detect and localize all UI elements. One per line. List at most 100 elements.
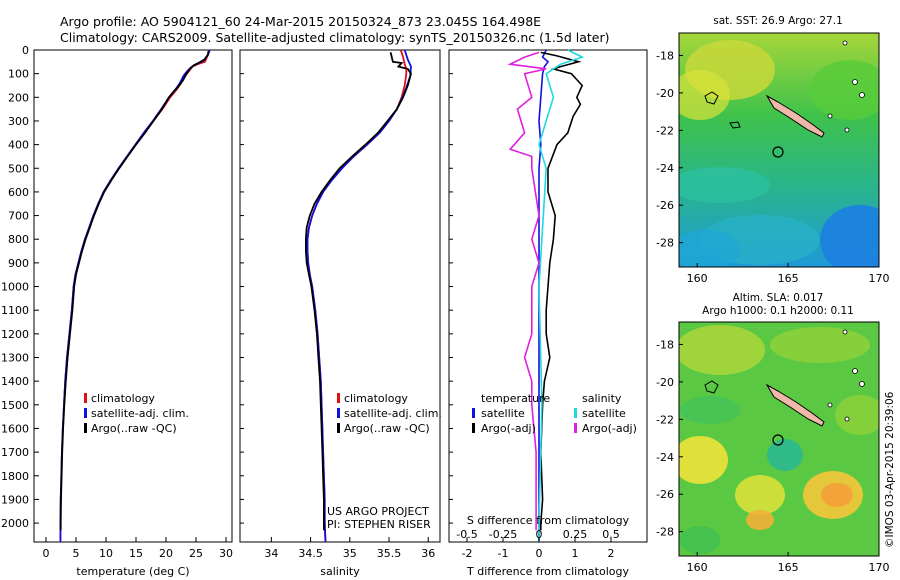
sst-map-reef-2: [729, 121, 741, 129]
sst-map-frame: [678, 32, 880, 268]
temperature-legend-climatology-swatch: [84, 393, 87, 403]
x-tick-label: 34.5: [298, 547, 323, 560]
map-lat-tick-label: -26: [656, 488, 674, 501]
difference-xlabel-top: S difference from climatology: [467, 514, 630, 527]
x-tick-label: 25: [189, 547, 203, 560]
sla-map-field: [679, 322, 879, 556]
diff-legend-temperature-heading: temperature: [481, 392, 550, 405]
series-line-argo-raw-qc-: [59, 51, 210, 531]
depth-tick-label: 700: [8, 210, 29, 223]
salinity-axes-frame: [239, 49, 441, 543]
temperature-legend-satellite: satellite-adj. clim.: [91, 407, 189, 420]
imos-credit: ©IMOS 03-Apr-2015 20:39:06: [884, 391, 896, 548]
sst-map-title: sat. SST: 26.9 Argo: 27.1: [713, 15, 843, 27]
project-annotation: US ARGO PROJECT: [327, 505, 429, 518]
sst-map: sat. SST: 26.9 Argo: 27.1: [656, 15, 890, 285]
x-tick-label: -1: [498, 547, 509, 560]
depth-tick-label: 1200: [1, 328, 29, 341]
map-lon-tick-label: 165: [778, 272, 799, 285]
diff-legend-t-satellite-swatch: [472, 408, 475, 418]
x-tick-label: 5: [73, 547, 80, 560]
temperature-panel: 0100200300400500600700800900100011001200…: [1, 44, 233, 578]
map-lon-tick-label: 165: [778, 561, 799, 574]
s-diff-tick-label: 0.25: [563, 528, 588, 541]
map-lat-tick-label: -28: [656, 526, 674, 539]
x-tick-label: 35.5: [377, 547, 402, 560]
temperature-legend-climatology: climatology: [91, 392, 155, 405]
depth-tick-label: 0: [22, 44, 29, 57]
s-diff-tick-label: -0.5: [456, 528, 477, 541]
depth-tick-label: 1300: [1, 352, 29, 365]
x-tick-label: -2: [462, 547, 473, 560]
title-line-2: Climatology: CARS2009. Satellite-adjuste…: [60, 30, 610, 45]
x-tick-label: 34: [264, 547, 278, 560]
depth-tick-label: 300: [8, 115, 29, 128]
diff-legend-t-argo-swatch: [472, 423, 475, 433]
x-tick-label: 30: [219, 547, 233, 560]
sla-map-island-3: [844, 416, 850, 422]
salinity-legend-argo: Argo(..raw -QC): [344, 422, 430, 435]
map-lon-tick-label: 160: [687, 272, 708, 285]
series-line-t-satellite: [538, 49, 550, 542]
depth-tick-label: 900: [8, 257, 29, 270]
depth-tick-label: 600: [8, 186, 29, 199]
x-tick-label: 10: [99, 547, 113, 560]
difference-xlabel: T difference from climatology: [466, 565, 629, 578]
salinity-legend-satellite-swatch: [337, 408, 340, 418]
depth-tick-label: 1700: [1, 446, 29, 459]
difference-panel: -2 -1 0 1 2 -0.5 -0.25 0 0.25 0.5 T difference fr…: [448, 49, 648, 578]
map-lat-tick-label: -18: [656, 338, 674, 351]
x-tick-label: 1: [572, 547, 579, 560]
sst-map-island-5: [842, 40, 848, 46]
depth-tick-label: 1100: [1, 304, 29, 317]
map-lat-tick-label: -22: [656, 413, 674, 426]
salinity-legend-satellite: satellite-adj. clim.: [344, 407, 442, 420]
map-lon-tick-label: 170: [869, 272, 890, 285]
depth-tick-label: 400: [8, 139, 29, 152]
title-line-1: Argo profile: AO 5904121_60 24-Mar-2015 …: [60, 14, 541, 29]
salinity-legend: climatology satellite-adj. clim. Argo(..…: [337, 392, 442, 435]
temperature-legend-argo: Argo(..raw -QC): [91, 422, 177, 435]
s-diff-tick-label: 0: [536, 528, 543, 541]
sla-map-island-5: [842, 329, 848, 335]
sla-map-title-2: Argo h1000: 0.1 h2000: 0.11: [702, 305, 854, 317]
depth-tick-label: 500: [8, 162, 29, 175]
map-lat-tick-label: -18: [656, 49, 674, 62]
sla-map-title-1: Altim. SLA: 0.017: [733, 292, 824, 304]
sst-map-new-caledonia: [765, 94, 825, 138]
x-tick-label: 0: [43, 547, 50, 560]
map-lon-tick-label: 170: [869, 561, 890, 574]
sla-map-island-4: [827, 402, 833, 408]
sla-map-island-1: [852, 368, 858, 374]
sla-map: Altim. SLA: 0.017 Argo h1000: 0.1 h2000:…: [656, 292, 889, 574]
difference-legend: temperature satellite Argo(-adj) salinit…: [472, 392, 637, 435]
depth-tick-label: 1000: [1, 281, 29, 294]
map-lat-tick-label: -28: [656, 237, 674, 250]
x-tick-label: 36: [421, 547, 435, 560]
sst-map-reef: [704, 91, 719, 105]
depth-tick-label: 100: [8, 68, 29, 81]
temperature-axes-frame: [33, 49, 233, 543]
depth-tick-label: 200: [8, 91, 29, 104]
x-tick-label: 15: [129, 547, 143, 560]
s-diff-tick-label: -0.25: [489, 528, 517, 541]
sla-map-island-2: [859, 381, 865, 387]
series-line-t-argo-adj-: [539, 51, 584, 531]
pi-annotation: PI: STEPHEN RISER: [327, 518, 431, 531]
sla-map-new-caledonia: [765, 383, 825, 427]
series-line-s-satellite: [538, 49, 585, 542]
depth-tick-label: 1400: [1, 375, 29, 388]
map-lat-tick-label: -26: [656, 199, 674, 212]
salinity-panel: 34 34.5 35 35.5 36 salinity climatology sate…: [239, 49, 442, 578]
temperature-xlabel: temperature (deg C): [76, 565, 189, 578]
sla-map-argo-location: [772, 434, 784, 446]
depth-tick-label: 1800: [1, 470, 29, 483]
diff-legend-s-satellite: satellite: [582, 407, 626, 420]
s-diff-tick-label: 0.5: [602, 528, 620, 541]
diff-legend-salinity-heading: salinity: [582, 392, 622, 405]
temperature-legend-argo-swatch: [84, 423, 87, 433]
sst-map-island-3: [844, 127, 850, 133]
sla-map-reef: [704, 380, 719, 394]
sst-map-island-2: [859, 92, 865, 98]
temperature-legend-satellite-swatch: [84, 408, 87, 418]
